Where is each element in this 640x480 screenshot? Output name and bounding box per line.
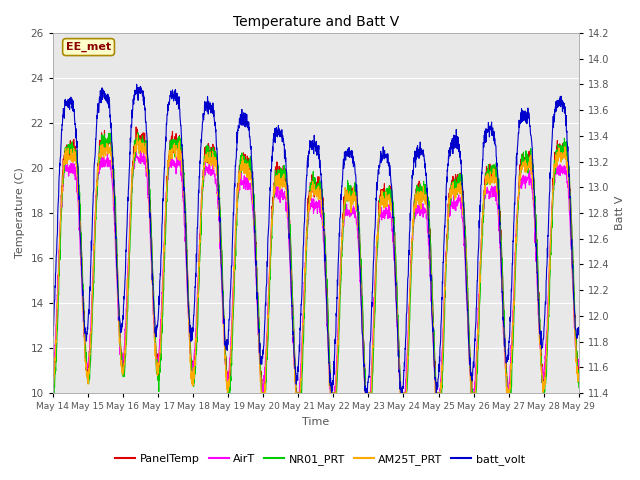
- NR01_PRT: [575, 384, 582, 390]
- Title: Temperature and Batt V: Temperature and Batt V: [233, 15, 399, 29]
- Line: AirT: AirT: [53, 151, 579, 393]
- batt_volt: [328, 390, 335, 396]
- batt_volt: [575, 324, 582, 330]
- NR01_PRT: [529, 165, 536, 171]
- Line: PanelTemp: PanelTemp: [53, 127, 579, 393]
- AirT: [137, 148, 145, 154]
- AM25T_PRT: [469, 390, 477, 396]
- NR01_PRT: [49, 388, 57, 394]
- batt_volt: [343, 153, 351, 159]
- Text: EE_met: EE_met: [66, 42, 111, 52]
- PanelTemp: [575, 364, 582, 370]
- X-axis label: Time: Time: [302, 417, 330, 427]
- batt_volt: [469, 367, 477, 372]
- PanelTemp: [49, 376, 57, 382]
- PanelTemp: [529, 161, 536, 167]
- AM25T_PRT: [332, 390, 339, 396]
- AM25T_PRT: [134, 132, 141, 138]
- NR01_PRT: [332, 390, 339, 396]
- AM25T_PRT: [196, 238, 204, 243]
- Legend: PanelTemp, AirT, NR01_PRT, AM25T_PRT, batt_volt: PanelTemp, AirT, NR01_PRT, AM25T_PRT, ba…: [111, 450, 529, 469]
- PanelTemp: [469, 390, 477, 396]
- AM25T_PRT: [343, 197, 351, 203]
- AirT: [196, 243, 204, 249]
- NR01_PRT: [343, 195, 351, 201]
- NR01_PRT: [50, 390, 58, 396]
- AirT: [529, 191, 536, 196]
- PanelTemp: [332, 390, 339, 396]
- AM25T_PRT: [575, 373, 582, 379]
- PanelTemp: [543, 331, 551, 336]
- Line: batt_volt: batt_volt: [53, 84, 579, 393]
- AirT: [259, 390, 267, 396]
- AirT: [343, 202, 351, 207]
- batt_volt: [543, 245, 551, 251]
- AM25T_PRT: [223, 390, 231, 396]
- NR01_PRT: [196, 252, 204, 258]
- batt_volt: [529, 156, 536, 162]
- NR01_PRT: [543, 343, 551, 349]
- PanelTemp: [259, 390, 266, 396]
- PanelTemp: [196, 250, 204, 255]
- AirT: [575, 359, 582, 364]
- NR01_PRT: [134, 130, 141, 135]
- AirT: [49, 373, 57, 379]
- batt_volt: [332, 340, 339, 346]
- NR01_PRT: [469, 390, 477, 396]
- AM25T_PRT: [529, 184, 536, 190]
- Line: NR01_PRT: NR01_PRT: [53, 132, 579, 393]
- Y-axis label: Temperature (C): Temperature (C): [15, 168, 25, 258]
- PanelTemp: [132, 124, 140, 130]
- AirT: [469, 390, 477, 396]
- AirT: [332, 388, 339, 394]
- batt_volt: [49, 330, 57, 336]
- Line: AM25T_PRT: AM25T_PRT: [53, 135, 579, 393]
- AirT: [543, 314, 551, 320]
- AM25T_PRT: [49, 381, 57, 387]
- batt_volt: [196, 162, 204, 168]
- PanelTemp: [343, 191, 351, 197]
- Y-axis label: Batt V: Batt V: [615, 196, 625, 230]
- batt_volt: [132, 82, 140, 87]
- AM25T_PRT: [543, 325, 551, 331]
